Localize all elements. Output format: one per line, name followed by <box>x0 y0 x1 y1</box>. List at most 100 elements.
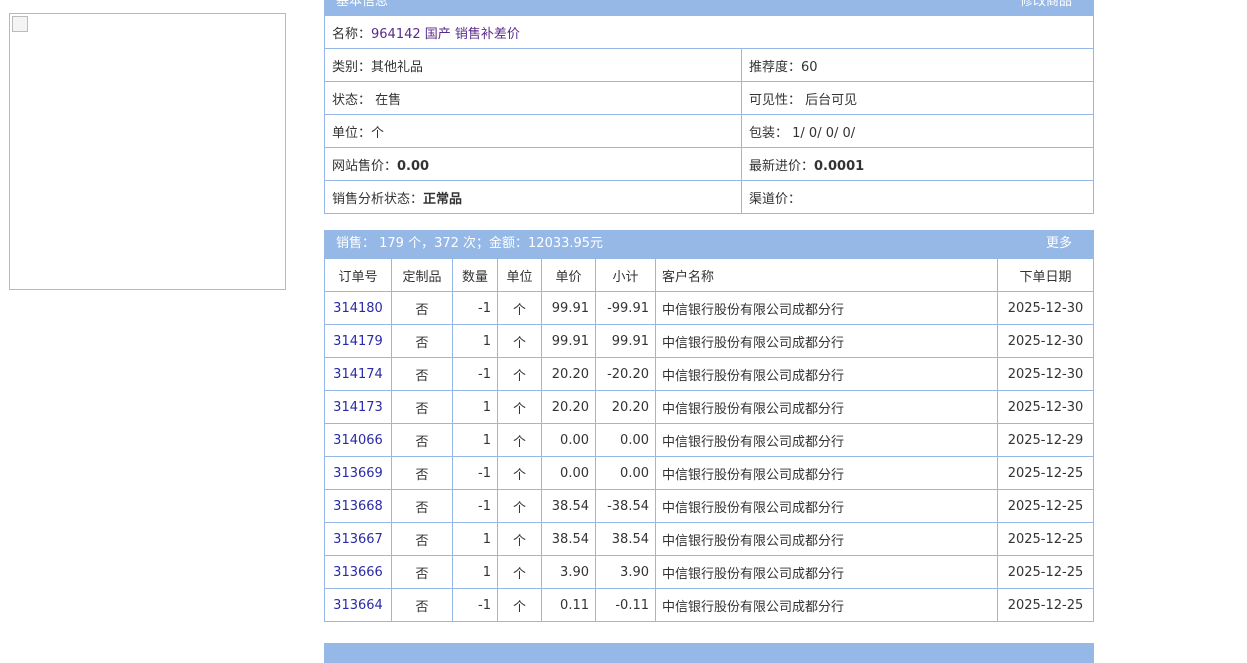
info-label: 单位： <box>332 125 372 141</box>
info-value: 60 <box>801 59 818 75</box>
cell-order-no[interactable]: 314179 <box>324 324 392 358</box>
cell-unit-price: 0.00 <box>541 423 596 457</box>
cell-custom: 否 <box>391 522 453 556</box>
info-row: 单位：个 包装： 1/ 0/ 0/ 0/ <box>324 114 1094 148</box>
cell-order-no[interactable]: 313669 <box>324 456 392 490</box>
cell-quantity: -1 <box>452 456 498 490</box>
info-cell: 推荐度：60 <box>741 48 1094 82</box>
table-row: 314066 否 1 个 0.00 0.00 中信银行股份有限公司成都分行 2025-12-2… <box>324 423 1094 457</box>
cell-customer: 中信银行股份有限公司成都分行 <box>655 291 998 325</box>
cell-order-date: 2025-12-25 <box>997 489 1094 523</box>
sales-table: 订单号 定制品 数量 单位 单价 小计 客户名称 下单日期 314180 否 -1 个 99.91 -99… <box>324 258 1094 622</box>
basic-info-title: 基本信息 <box>336 0 389 9</box>
edit-product-link[interactable]: 修改商品 <box>1019 0 1072 9</box>
cell-subtotal: 38.54 <box>595 522 656 556</box>
info-label: 推荐度： <box>749 59 802 75</box>
cell-unit: 个 <box>497 522 542 556</box>
info-cell: 最新进价：0.0001 <box>741 147 1094 181</box>
cell-unit-price: 3.90 <box>541 555 596 589</box>
sales-summary: 销售： 179 个，372 次；金额：12033.95元 <box>336 236 604 251</box>
cell-quantity: -1 <box>452 489 498 523</box>
cell-quantity: 1 <box>452 522 498 556</box>
cell-order-no[interactable]: 314173 <box>324 390 392 424</box>
cell-order-date: 2025-12-30 <box>997 390 1094 424</box>
header-quantity: 数量 <box>452 258 498 292</box>
info-cell: 销售分析状态：正常品 <box>324 180 742 214</box>
table-header-row: 订单号 定制品 数量 单位 单价 小计 客户名称 下单日期 <box>324 258 1094 292</box>
more-link[interactable]: 更多 <box>1045 236 1072 251</box>
cell-custom: 否 <box>391 588 453 622</box>
info-value: 其他礼品 <box>371 59 424 75</box>
cell-order-date: 2025-12-30 <box>997 324 1094 358</box>
table-row: 313669 否 -1 个 0.00 0.00 中信银行股份有限公司成都分行 2025-12-… <box>324 456 1094 490</box>
cell-custom: 否 <box>391 489 453 523</box>
cell-order-date: 2025-12-25 <box>997 588 1094 622</box>
cell-unit: 个 <box>497 588 542 622</box>
cell-subtotal: 20.20 <box>595 390 656 424</box>
cell-customer: 中信银行股份有限公司成都分行 <box>655 555 998 589</box>
cell-order-no[interactable]: 314174 <box>324 357 392 391</box>
cell-customer: 中信银行股份有限公司成都分行 <box>655 390 998 424</box>
cell-customer: 中信银行股份有限公司成都分行 <box>655 489 998 523</box>
info-value: 在售 <box>371 92 402 108</box>
cell-subtotal: -99.91 <box>595 291 656 325</box>
cell-unit-price: 20.20 <box>541 390 596 424</box>
info-value: 后台可见 <box>801 92 858 108</box>
cell-order-no[interactable]: 313664 <box>324 588 392 622</box>
cell-customer: 中信银行股份有限公司成都分行 <box>655 357 998 391</box>
table-row: 314180 否 -1 个 99.91 -99.91 中信银行股份有限公司成都分行 2025-… <box>324 291 1094 325</box>
info-cell: 可见性： 后台可见 <box>741 81 1094 115</box>
cell-subtotal: 99.91 <box>595 324 656 358</box>
info-cell: 包装： 1/ 0/ 0/ 0/ <box>741 114 1094 148</box>
cell-order-no[interactable]: 313666 <box>324 555 392 589</box>
cell-quantity: 1 <box>452 390 498 424</box>
cell-quantity: -1 <box>452 588 498 622</box>
info-value: 个 <box>371 125 385 141</box>
cell-custom: 否 <box>391 456 453 490</box>
info-label: 销售分析状态： <box>332 191 424 207</box>
cell-customer: 中信银行股份有限公司成都分行 <box>655 588 998 622</box>
cell-unit-price: 38.54 <box>541 489 596 523</box>
info-row: 状态： 在售 可见性： 后台可见 <box>324 81 1094 115</box>
cell-custom: 否 <box>391 357 453 391</box>
table-row: 314174 否 -1 个 20.20 -20.20 中信银行股份有限公司成都分行 2025-… <box>324 357 1094 391</box>
cell-unit-price: 99.91 <box>541 291 596 325</box>
cell-order-date: 2025-12-30 <box>997 291 1094 325</box>
cell-custom: 否 <box>391 555 453 589</box>
product-image-broken <box>9 13 286 290</box>
cell-order-no[interactable]: 314180 <box>324 291 392 325</box>
info-label: 包装： <box>749 125 789 141</box>
cell-unit: 个 <box>497 324 542 358</box>
cell-quantity: 1 <box>452 423 498 457</box>
name-label: 名称： <box>332 26 372 42</box>
cell-unit: 个 <box>497 291 542 325</box>
table-row: 313664 否 -1 个 0.11 -0.11 中信银行股份有限公司成都分行 2025-12… <box>324 588 1094 622</box>
info-value: 1/ 0/ 0/ 0/ <box>788 125 856 141</box>
cell-unit-price: 38.54 <box>541 522 596 556</box>
cell-order-no[interactable]: 313668 <box>324 489 392 523</box>
info-label: 最新进价： <box>749 158 815 174</box>
cell-order-date: 2025-12-25 <box>997 555 1094 589</box>
cell-order-no[interactable]: 313667 <box>324 522 392 556</box>
cell-order-no[interactable]: 314066 <box>324 423 392 457</box>
cell-subtotal: 3.90 <box>595 555 656 589</box>
next-section-header <box>324 643 1094 663</box>
info-label: 渠道价： <box>749 191 802 207</box>
cell-customer: 中信银行股份有限公司成都分行 <box>655 522 998 556</box>
cell-subtotal: 0.00 <box>595 423 656 457</box>
table-row: 314173 否 1 个 20.20 20.20 中信银行股份有限公司成都分行 2025-12… <box>324 390 1094 424</box>
info-row: 网站售价：0.00 最新进价：0.0001 <box>324 147 1094 181</box>
cell-unit: 个 <box>497 489 542 523</box>
cell-unit-price: 0.00 <box>541 456 596 490</box>
info-cell: 网站售价：0.00 <box>324 147 742 181</box>
cell-unit-price: 99.91 <box>541 324 596 358</box>
header-customer: 客户名称 <box>655 258 998 292</box>
cell-custom: 否 <box>391 390 453 424</box>
table-row: 313666 否 1 个 3.90 3.90 中信银行股份有限公司成都分行 2025-12-2… <box>324 555 1094 589</box>
cell-customer: 中信银行股份有限公司成都分行 <box>655 456 998 490</box>
cell-unit: 个 <box>497 357 542 391</box>
info-label: 类别： <box>332 59 372 75</box>
header-subtotal: 小计 <box>595 258 656 292</box>
cell-custom: 否 <box>391 423 453 457</box>
basic-info-table: 名称：964142 国产 销售补差价 类别：其他礼品 推荐度：60 状态： 在售 可见性… <box>324 15 1094 214</box>
